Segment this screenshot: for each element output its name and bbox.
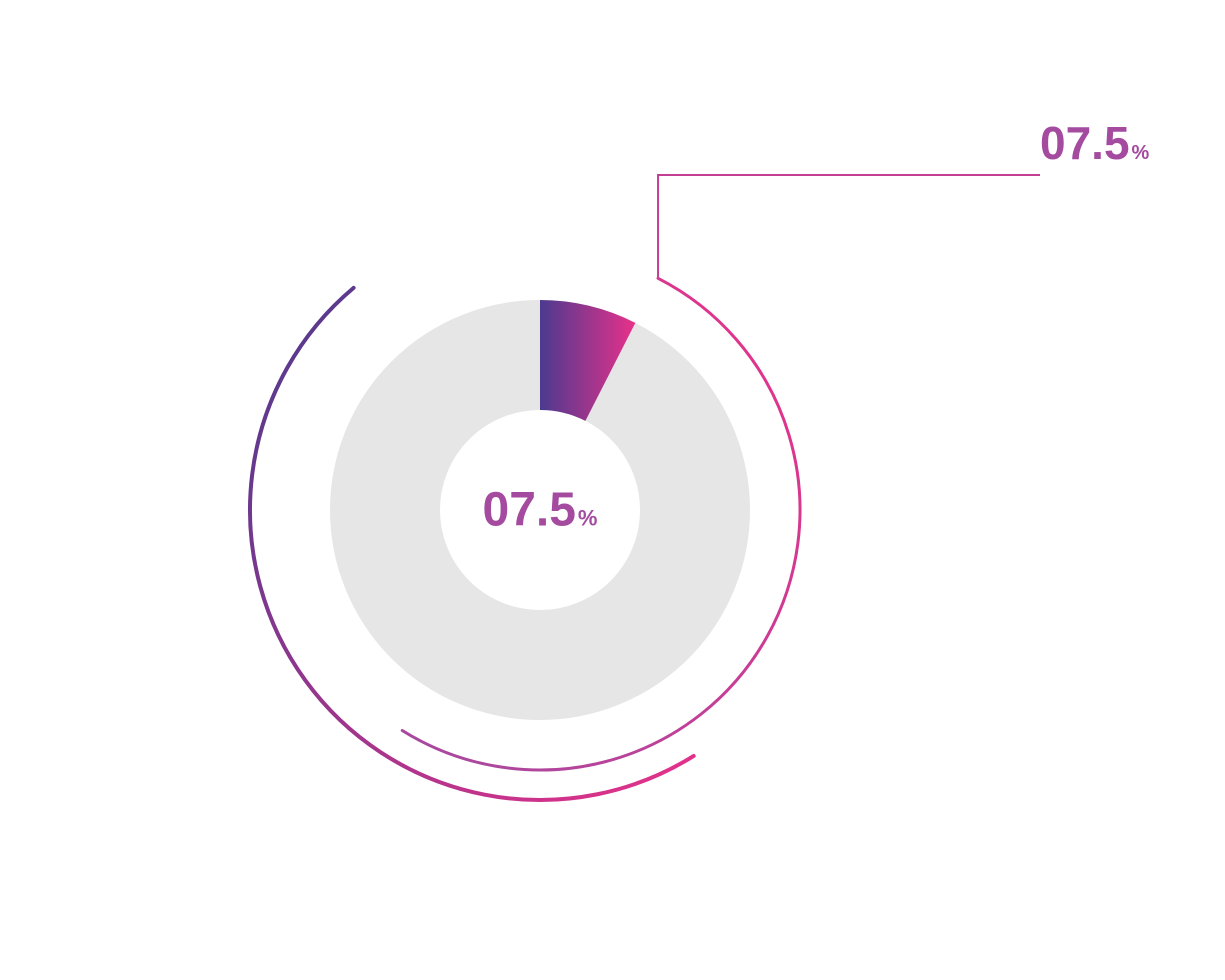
center-percentage-label: 07.5%	[483, 483, 598, 538]
callout-percentage-value: 07.5	[1040, 117, 1130, 169]
center-percentage-value: 07.5	[483, 484, 576, 537]
infographic-stage: 07.5% 07.5%	[0, 0, 1225, 980]
center-percent-symbol: %	[578, 506, 598, 531]
callout-leader-line	[658, 175, 1040, 278]
callout-percent-symbol: %	[1132, 142, 1150, 164]
callout-percentage-label: 07.5%	[1040, 116, 1149, 170]
